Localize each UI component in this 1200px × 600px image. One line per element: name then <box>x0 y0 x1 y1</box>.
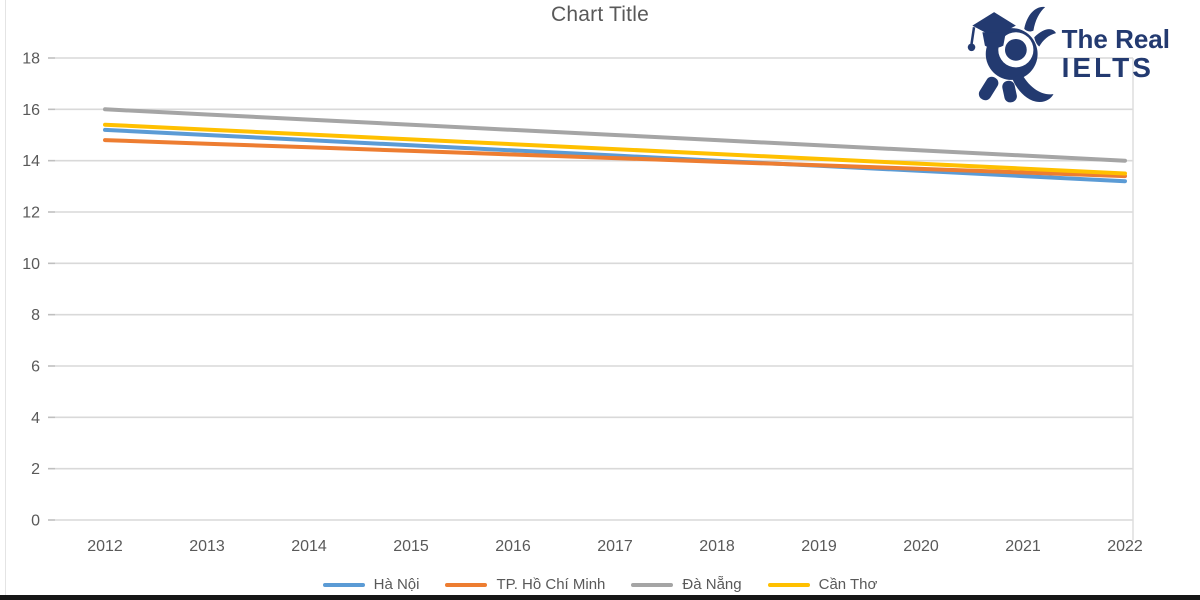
legend-swatch-icon <box>445 582 488 587</box>
y-axis-label: 2 <box>31 461 40 478</box>
legend-item: Hà Nội <box>322 576 420 593</box>
x-axis-label: 2019 <box>801 538 837 555</box>
legend-item: Cần Thơ <box>767 576 878 593</box>
legend-label: Hà Nội <box>373 576 420 593</box>
y-axis-label: 6 <box>31 359 40 376</box>
series-line <box>103 122 1127 176</box>
y-axis-label: 0 <box>31 513 40 530</box>
legend-swatch-icon <box>767 582 810 587</box>
page-left-border <box>5 0 6 595</box>
legend-swatch-icon <box>322 582 365 587</box>
bottom-crop-bar <box>0 595 1200 600</box>
x-axis-label: 2016 <box>495 538 531 555</box>
legend-item: TP. Hồ Chí Minh <box>445 576 605 593</box>
legend-label: Cần Thơ <box>818 576 878 593</box>
x-axis-label: 2015 <box>393 538 429 555</box>
y-axis-label: 14 <box>22 153 40 170</box>
x-axis-label: 2020 <box>903 538 939 555</box>
y-axis-label: 16 <box>22 102 40 119</box>
legend-label: Đà Nẵng <box>682 576 742 593</box>
brand-name-line2: IELTS <box>1061 51 1154 83</box>
y-axis-label: 4 <box>31 410 40 427</box>
x-axis-label: 2018 <box>699 538 735 555</box>
x-axis-label: 2014 <box>291 538 327 555</box>
series-line <box>103 107 1127 163</box>
brand-logo: The Real IELTS <box>964 2 1170 106</box>
x-axis-label: 2021 <box>1005 538 1041 555</box>
series-line <box>103 127 1127 184</box>
y-axis-label: 18 <box>22 51 40 68</box>
brand-name-line1: The Real <box>1061 23 1170 54</box>
chart-title: Chart Title <box>551 3 649 26</box>
x-axis-label: 2017 <box>597 538 633 555</box>
legend-label: TP. Hồ Chí Minh <box>496 576 606 593</box>
legend-item: Đà Nẵng <box>631 576 742 593</box>
x-axis-label: 2022 <box>1107 538 1143 555</box>
brand-logo-text: The Real IELTS <box>1061 23 1170 83</box>
legend-swatch-icon <box>631 582 674 587</box>
chart-legend: Hà Nội TP. Hồ Chí Minh Đà Nẵng Cần Thơ <box>0 576 1200 593</box>
octopus-graduate-icon <box>967 6 1056 103</box>
y-axis-label: 10 <box>22 256 40 273</box>
y-axis-label: 8 <box>31 307 40 324</box>
x-axis-label: 2013 <box>189 538 225 555</box>
series-line <box>103 138 1127 179</box>
x-axis-label: 2012 <box>87 538 123 555</box>
y-axis-label: 12 <box>22 205 40 222</box>
